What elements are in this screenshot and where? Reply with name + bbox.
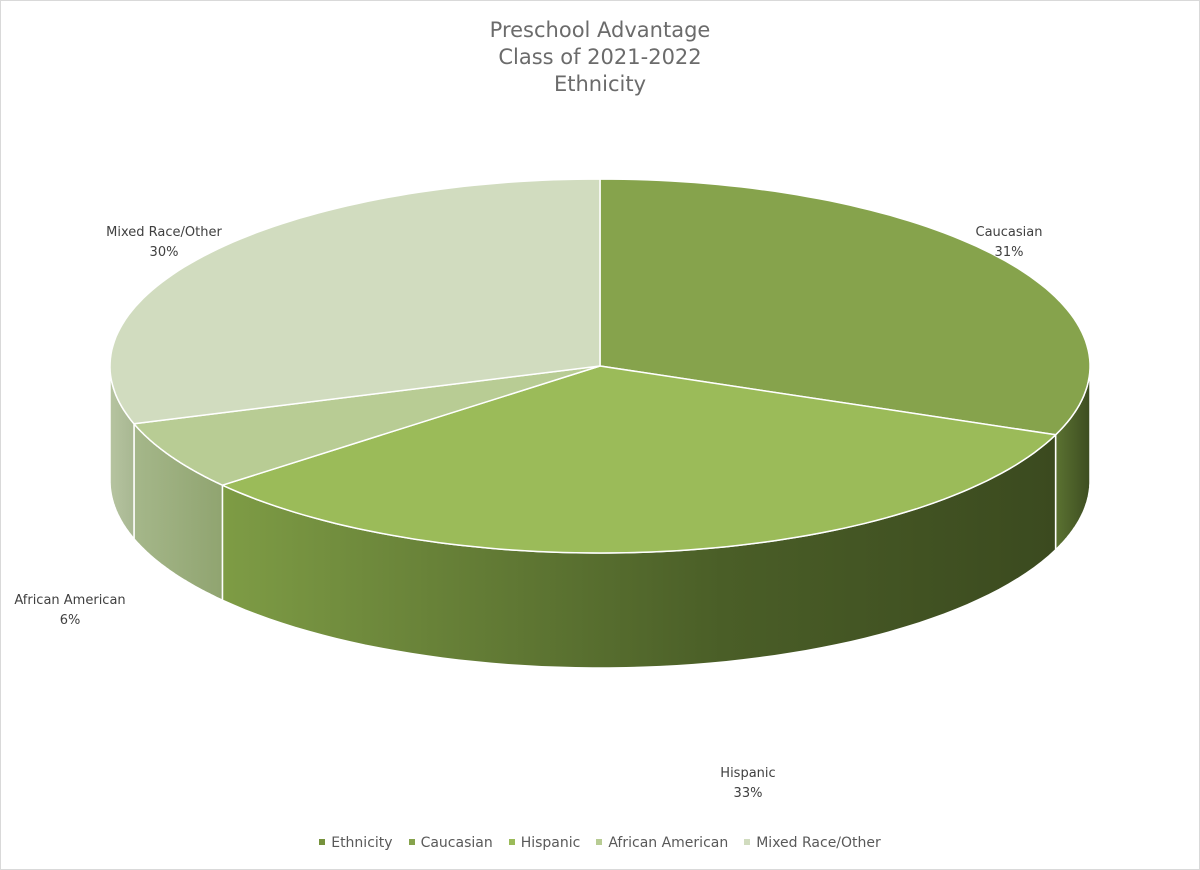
- legend-label: Hispanic: [520, 835, 581, 851]
- legend: Ethnicity Caucasian Hispanic African Americ…: [1, 835, 1199, 851]
- pie-slice-caucasian: [599, 178, 1091, 436]
- legend-item-hispanic: Hispanic: [508, 835, 581, 851]
- pie-sides: [109, 366, 1091, 669]
- legend-swatch: [319, 839, 326, 845]
- pie-labels: Caucasian 31% Hispanic 33% African American 6…: [14, 225, 1042, 801]
- pie-tops: [109, 178, 1091, 554]
- pie-slice-african-american: [133, 365, 601, 486]
- legend-swatch: [508, 839, 515, 845]
- legend-item-african-american: African American: [596, 835, 728, 851]
- data-label-name-caucasian: Caucasian: [976, 225, 1043, 240]
- legend-item-caucasian: Caucasian: [408, 835, 493, 851]
- data-label-name-mixed-race-other: Mixed Race/Other: [106, 225, 222, 240]
- legend-swatch: [408, 839, 415, 845]
- pie-slice-mixed-race-other: [109, 178, 601, 425]
- chart-title-line-1: Preschool Advantage: [489, 18, 711, 42]
- pie-slice-hispanic: [221, 365, 1057, 554]
- legend-label: Mixed Race/Other: [756, 835, 881, 851]
- chart-title: Preschool Advantage Class of 2021-2022 E…: [1, 17, 1199, 98]
- legend-label: African American: [608, 835, 729, 851]
- data-label-pct-hispanic: 33%: [734, 786, 763, 801]
- legend-label: Caucasian: [420, 835, 493, 851]
- data-label-name-hispanic: Hispanic: [720, 766, 775, 781]
- legend-item-ethnicity: Ethnicity: [319, 835, 393, 851]
- data-label-pct-mixed-race-other: 30%: [150, 245, 179, 260]
- chart-title-line-2: Class of 2021-2022: [498, 45, 702, 69]
- chart-title-line-3: Ethnicity: [554, 72, 646, 96]
- legend-label: Ethnicity: [331, 835, 393, 851]
- legend-swatch: [596, 839, 603, 845]
- legend-item-mixed-race-other: Mixed Race/Other: [744, 835, 881, 851]
- legend-swatch: [744, 839, 751, 845]
- data-label-name-african-american: African American: [14, 593, 125, 608]
- data-label-pct-african-american: 6%: [60, 613, 81, 628]
- data-label-pct-caucasian: 31%: [995, 245, 1024, 260]
